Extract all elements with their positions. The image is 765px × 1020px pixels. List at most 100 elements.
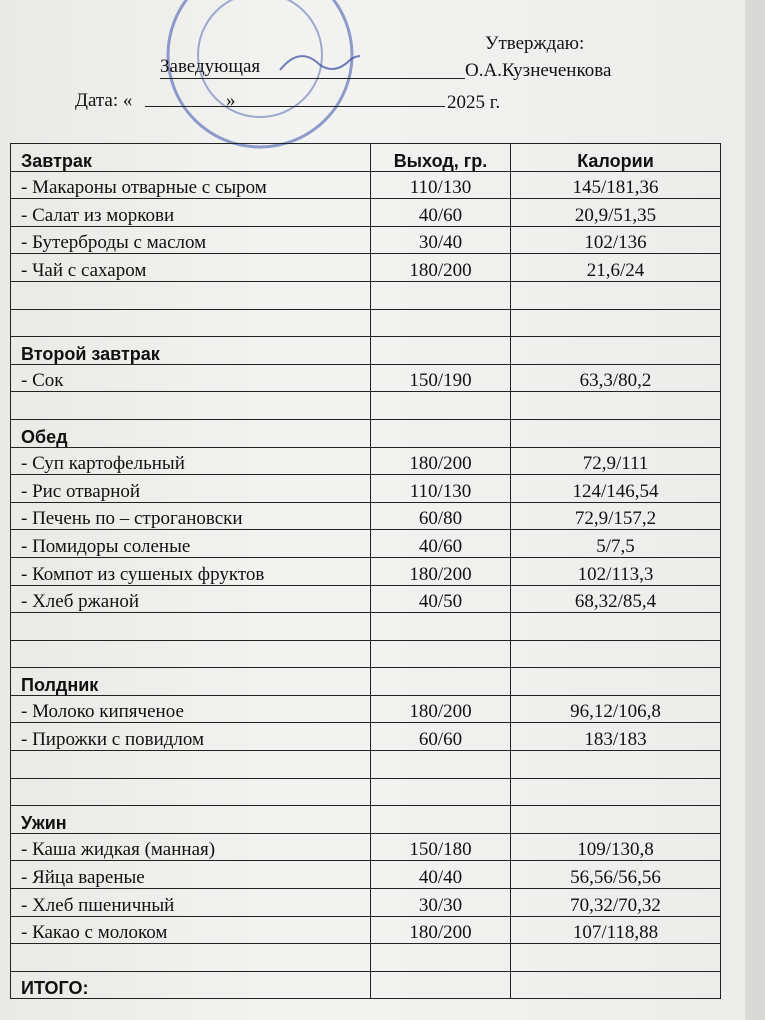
table-row: - Молоко кипяченое 180/200 96,12/106,8 [10, 694, 721, 724]
calories-cell [510, 777, 721, 807]
portion-cell: 110/130 [370, 474, 511, 503]
portion-cell [370, 805, 511, 834]
calories-cell [510, 280, 721, 310]
portion-cell: 60/80 [370, 501, 511, 531]
calories-cell [510, 612, 721, 641]
portion-cell: 40/60 [370, 198, 511, 227]
portion-cell: 40/50 [370, 584, 511, 614]
table-row [10, 777, 721, 807]
table-row: - Бутерброды с маслом 30/40 102/136 [10, 225, 721, 255]
portion-cell: 180/200 [370, 915, 511, 945]
calories-cell [510, 336, 721, 365]
calories-cell: 109/130,8 [510, 832, 721, 862]
table-row: - Сок 150/190 63,3/80,2 [10, 363, 721, 393]
portion-cell [370, 639, 511, 669]
item-cell: - Сок [10, 363, 371, 393]
calories-cell [510, 805, 721, 834]
menu-table: Завтрак Выход, гр. Калории - Макароны отвар… [10, 143, 721, 1000]
portion-cell [370, 336, 511, 365]
table-row: Обед [10, 418, 721, 448]
item-cell: - Бутерброды с маслом [10, 225, 371, 255]
item-cell: - Помидоры соленые [10, 529, 371, 558]
portion-cell [370, 612, 511, 641]
position: Заведующая [160, 56, 465, 79]
portion-cell: 180/200 [370, 253, 511, 282]
portion-cell [370, 970, 511, 1000]
table-row: - Чай с сахаром 180/200 21,6/24 [10, 253, 721, 282]
table-row [10, 612, 721, 641]
table-row [10, 943, 721, 972]
calories-cell: 5/7,5 [510, 529, 721, 558]
table-row [10, 308, 721, 338]
calories-cell: 145/181,36 [510, 170, 721, 200]
calories-cell [510, 418, 721, 448]
portion-cell: 30/30 [370, 888, 511, 917]
portion-cell: Выход, гр. [370, 143, 511, 172]
item-cell: - Каша жидкая (манная) [10, 832, 371, 862]
date-year: 2025 г. [447, 92, 501, 113]
portion-cell [370, 667, 511, 696]
table-row: - Яйца вареные 40/40 56,56/56,56 [10, 860, 721, 890]
date-line [145, 106, 445, 107]
item-cell [10, 391, 371, 420]
calories-cell: 124/146,54 [510, 474, 721, 503]
portion-cell: 60/60 [370, 722, 511, 752]
calories-cell [510, 750, 721, 779]
table-row: - Помидоры соленые 40/60 5/7,5 [10, 529, 721, 558]
calories-cell [510, 308, 721, 338]
item-cell: - Хлеб ржаной [10, 584, 371, 614]
item-cell: Завтрак [10, 143, 371, 172]
portion-cell [370, 943, 511, 972]
table-row: - Компот из сушеных фруктов 180/200 102/11… [10, 556, 721, 586]
portion-cell [370, 308, 511, 338]
item-cell: - Хлеб пшеничный [10, 888, 371, 917]
portion-cell [370, 750, 511, 779]
table-row [10, 639, 721, 669]
table-row: - Хлеб пшеничный 30/30 70,32/70,32 [10, 888, 721, 917]
table-row: - Какао с молоком 180/200 107/118,88 [10, 915, 721, 945]
portion-cell: 30/40 [370, 225, 511, 255]
table-row [10, 750, 721, 779]
approve: Утверждаю: [485, 33, 585, 54]
item-cell: ИТОГО: [10, 970, 371, 1000]
calories-cell: 56,56/56,56 [510, 860, 721, 890]
item-cell: - Пирожки с повидлом [10, 722, 371, 752]
table-row: - Каша жидкая (манная) 150/180 109/130,8 [10, 832, 721, 862]
item-cell: - Рис отварной [10, 474, 371, 503]
item-cell [10, 308, 371, 338]
portion-cell: 40/60 [370, 529, 511, 558]
portion-cell [370, 418, 511, 448]
calories-cell: 72,9/157,2 [510, 501, 721, 531]
portion-cell: 110/130 [370, 170, 511, 200]
table-row: - Салат из моркови 40/60 20,9/51,35 [10, 198, 721, 227]
calories-cell: 102/113,3 [510, 556, 721, 586]
item-cell: - Какао с молоком [10, 915, 371, 945]
item-cell: - Яйца вареные [10, 860, 371, 890]
calories-cell: Калории [510, 143, 721, 172]
item-cell: Второй завтрак [10, 336, 371, 365]
portion-cell: 180/200 [370, 446, 511, 476]
portion-cell: 150/180 [370, 832, 511, 862]
portion-cell [370, 280, 511, 310]
item-cell: - Печень по – строгановски [10, 501, 371, 531]
calories-cell: 102/136 [510, 225, 721, 255]
calories-cell: 21,6/24 [510, 253, 721, 282]
calories-cell: 72,9/111 [510, 446, 721, 476]
calories-cell: 20,9/51,35 [510, 198, 721, 227]
item-cell [10, 750, 371, 779]
portion-cell [370, 391, 511, 420]
table-row: - Хлеб ржаной 40/50 68,32/85,4 [10, 584, 721, 614]
item-cell: Обед [10, 418, 371, 448]
calories-cell [510, 970, 721, 1000]
table-row: - Печень по – строгановски 60/80 72,9/157,… [10, 501, 721, 531]
table-row: Второй завтрак [10, 336, 721, 365]
calories-cell: 63,3/80,2 [510, 363, 721, 393]
portion-cell: 150/190 [370, 363, 511, 393]
item-cell: - Салат из моркови [10, 198, 371, 227]
portion-cell: 180/200 [370, 556, 511, 586]
table-row: - Рис отварной 110/130 124/146,54 [10, 474, 721, 503]
item-cell: - Чай с сахаром [10, 253, 371, 282]
item-cell: Полдник [10, 667, 371, 696]
calories-cell [510, 639, 721, 669]
